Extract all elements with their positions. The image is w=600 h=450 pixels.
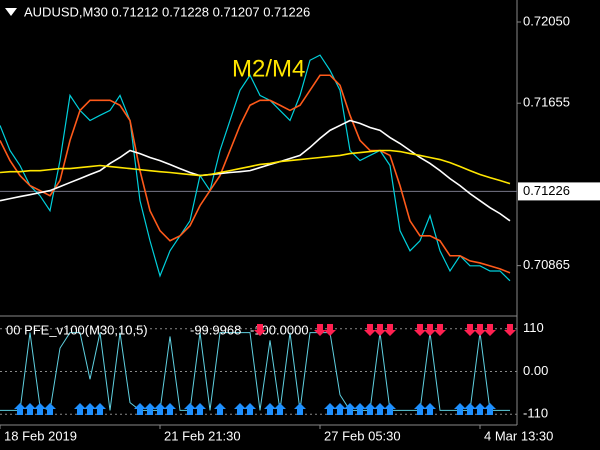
buy-arrow: [424, 403, 436, 415]
buy-arrow: [484, 403, 496, 415]
sell-arrow: [254, 324, 266, 336]
sell-arrow: [484, 324, 496, 336]
x-tick-label: 27 Feb 05:30: [324, 428, 401, 443]
buy-arrow: [14, 403, 26, 415]
buy-arrow: [264, 403, 276, 415]
buy-arrow: [374, 403, 386, 415]
indicator-value: -99.9968: [190, 322, 241, 337]
price-line: [0, 149, 511, 185]
buy-arrow: [24, 403, 36, 415]
buy-arrow: [154, 403, 166, 415]
buy-arrow: [134, 403, 146, 415]
chart-title: AUDUSD,M30 0.71212 0.71228 0.71207 0.712…: [24, 4, 310, 19]
y-tick-label: 0.00: [523, 363, 548, 378]
buy-arrow: [334, 403, 346, 415]
x-tick-label: 21 Feb 21:30: [164, 428, 241, 443]
buy-arrow: [274, 403, 286, 415]
buy-arrow: [384, 403, 396, 415]
buy-arrow: [344, 403, 356, 415]
buy-arrow: [194, 403, 206, 415]
buy-arrow: [214, 403, 226, 415]
sell-arrow: [364, 324, 376, 336]
x-tick-label: 4 Mar 13:30: [484, 428, 553, 443]
buy-arrow: [184, 403, 196, 415]
buy-arrow: [454, 403, 466, 415]
buy-arrow: [324, 403, 336, 415]
sell-arrow: [464, 324, 476, 336]
sell-arrow: [424, 324, 436, 336]
buy-arrow: [364, 403, 376, 415]
buy-arrow: [294, 403, 306, 415]
buy-arrow: [244, 403, 256, 415]
sell-arrow: [504, 324, 516, 336]
price-line: [0, 74, 511, 274]
buy-arrow: [354, 403, 366, 415]
buy-arrow: [34, 403, 46, 415]
buy-arrow: [414, 403, 426, 415]
indicator-name: 00 PFE_v100(M30,10,5): [6, 322, 148, 337]
y-tick-label: 0.70865: [523, 257, 570, 272]
buy-arrow: [464, 403, 476, 415]
current-price-label: 0.71226: [523, 183, 570, 198]
x-tick-label: 18 Feb 2019: [4, 428, 77, 443]
buy-arrow: [164, 403, 176, 415]
y-tick-label: 110: [523, 320, 544, 335]
buy-arrow: [84, 403, 96, 415]
y-tick-label: -110: [523, 406, 548, 421]
indicator-value: -100.0000: [250, 322, 309, 337]
y-tick-label: 0.72050: [523, 13, 570, 28]
sell-arrow: [374, 324, 386, 336]
sell-arrow: [434, 324, 446, 336]
buy-arrow: [44, 403, 56, 415]
sell-arrow: [474, 324, 486, 336]
buy-arrow: [74, 403, 86, 415]
buy-arrow: [234, 403, 246, 415]
buy-arrow: [474, 403, 486, 415]
price-line: [0, 54, 511, 282]
annotation: M2/M4: [232, 55, 305, 82]
buy-arrow: [144, 403, 156, 415]
current-price-box: [518, 182, 600, 201]
price-line: [0, 119, 511, 222]
sell-arrow: [314, 324, 326, 336]
sell-arrow: [384, 324, 396, 336]
menu-triangle[interactable]: [5, 8, 17, 16]
oscillator-line: [0, 332, 510, 412]
sell-arrow: [324, 324, 336, 336]
buy-arrow: [94, 403, 106, 415]
sell-arrow: [414, 324, 426, 336]
y-tick-label: 0.71655: [523, 95, 570, 110]
